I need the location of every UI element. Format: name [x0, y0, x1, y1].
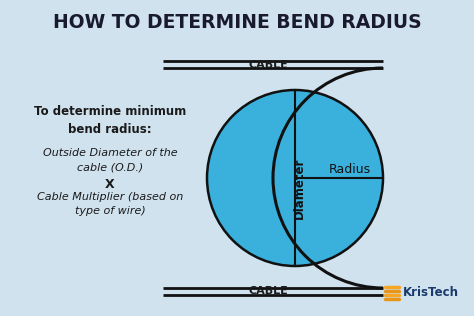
- Text: CABLE: CABLE: [248, 59, 288, 70]
- Text: X: X: [105, 178, 115, 191]
- Text: Diameter: Diameter: [292, 157, 306, 219]
- Text: CABLE: CABLE: [248, 287, 288, 296]
- Text: Cable Multiplier (based on
type of wire): Cable Multiplier (based on type of wire): [37, 192, 183, 216]
- Text: Radius: Radius: [328, 163, 371, 176]
- Text: KrisTech: KrisTech: [403, 287, 459, 300]
- Text: Outside Diameter of the
cable (O.D.): Outside Diameter of the cable (O.D.): [43, 148, 177, 172]
- Circle shape: [207, 90, 383, 266]
- Text: To determine minimum
bend radius:: To determine minimum bend radius:: [34, 105, 186, 136]
- Text: HOW TO DETERMINE BEND RADIUS: HOW TO DETERMINE BEND RADIUS: [53, 13, 421, 32]
